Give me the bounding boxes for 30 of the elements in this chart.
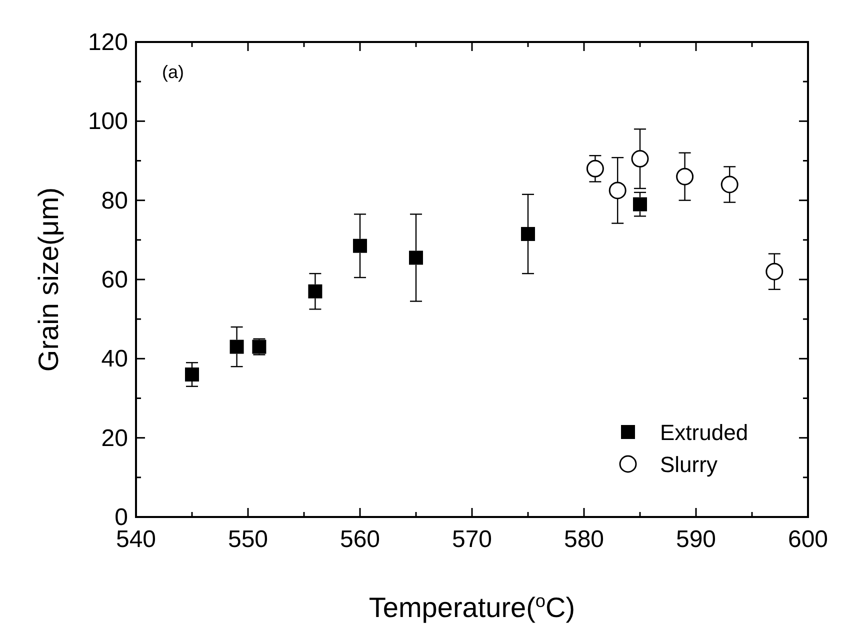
point bbox=[586, 160, 604, 178]
y-tick-label: 60 bbox=[101, 266, 128, 294]
point bbox=[409, 250, 423, 265]
point bbox=[676, 168, 694, 186]
x-tick-label: 580 bbox=[564, 526, 604, 553]
annotation: (a) bbox=[162, 62, 184, 82]
x-tick-label: 600 bbox=[788, 526, 828, 553]
legend-label: Slurry bbox=[660, 452, 718, 477]
y-axis-title: Grain size(μm) bbox=[33, 187, 64, 372]
x-tick-label: 560 bbox=[340, 526, 380, 553]
point bbox=[185, 368, 199, 382]
point bbox=[353, 238, 367, 253]
y-tick-label: 20 bbox=[101, 424, 128, 452]
x-tick-label: 590 bbox=[676, 526, 716, 553]
x-axis-title: Temperature($^{o}$C) bbox=[368, 591, 576, 623]
y-tick-label: 120 bbox=[88, 29, 128, 56]
legend-label: Extruded bbox=[660, 420, 748, 445]
point bbox=[633, 197, 647, 212]
point bbox=[720, 176, 738, 194]
point bbox=[521, 226, 535, 241]
y-tick-label: 80 bbox=[101, 187, 128, 214]
x-tick-label: 550 bbox=[228, 526, 268, 553]
point bbox=[766, 262, 784, 280]
y-tick-label: 40 bbox=[101, 346, 128, 373]
point bbox=[608, 182, 626, 200]
point bbox=[308, 284, 322, 298]
point bbox=[631, 150, 649, 168]
x-tick-label: 570 bbox=[452, 526, 492, 553]
point bbox=[230, 340, 244, 354]
y-tick-label: 100 bbox=[88, 108, 128, 136]
